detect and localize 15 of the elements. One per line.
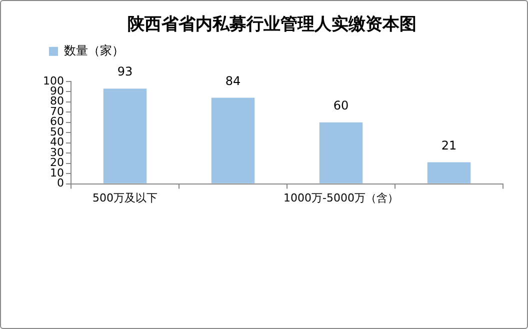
x-tick-label: 1000万-5000万（含） xyxy=(284,191,398,204)
x-tick-label: 500万及以下 xyxy=(92,191,158,204)
data-label: 84 xyxy=(225,74,241,88)
y-tick-label: 100 xyxy=(42,74,64,88)
bar xyxy=(427,162,471,184)
bar xyxy=(319,122,363,184)
bar xyxy=(103,88,147,184)
data-label: 21 xyxy=(441,138,457,152)
chart-title: 陕西省省内私募行业管理人实缴资本图 xyxy=(128,14,416,35)
bar xyxy=(211,98,255,184)
y-tick-label: 0 xyxy=(56,176,64,190)
y-tick-label: 90 xyxy=(50,84,64,98)
legend-label: 数量（家） xyxy=(64,44,124,58)
data-label: 60 xyxy=(333,98,349,112)
data-label: 93 xyxy=(117,64,133,79)
